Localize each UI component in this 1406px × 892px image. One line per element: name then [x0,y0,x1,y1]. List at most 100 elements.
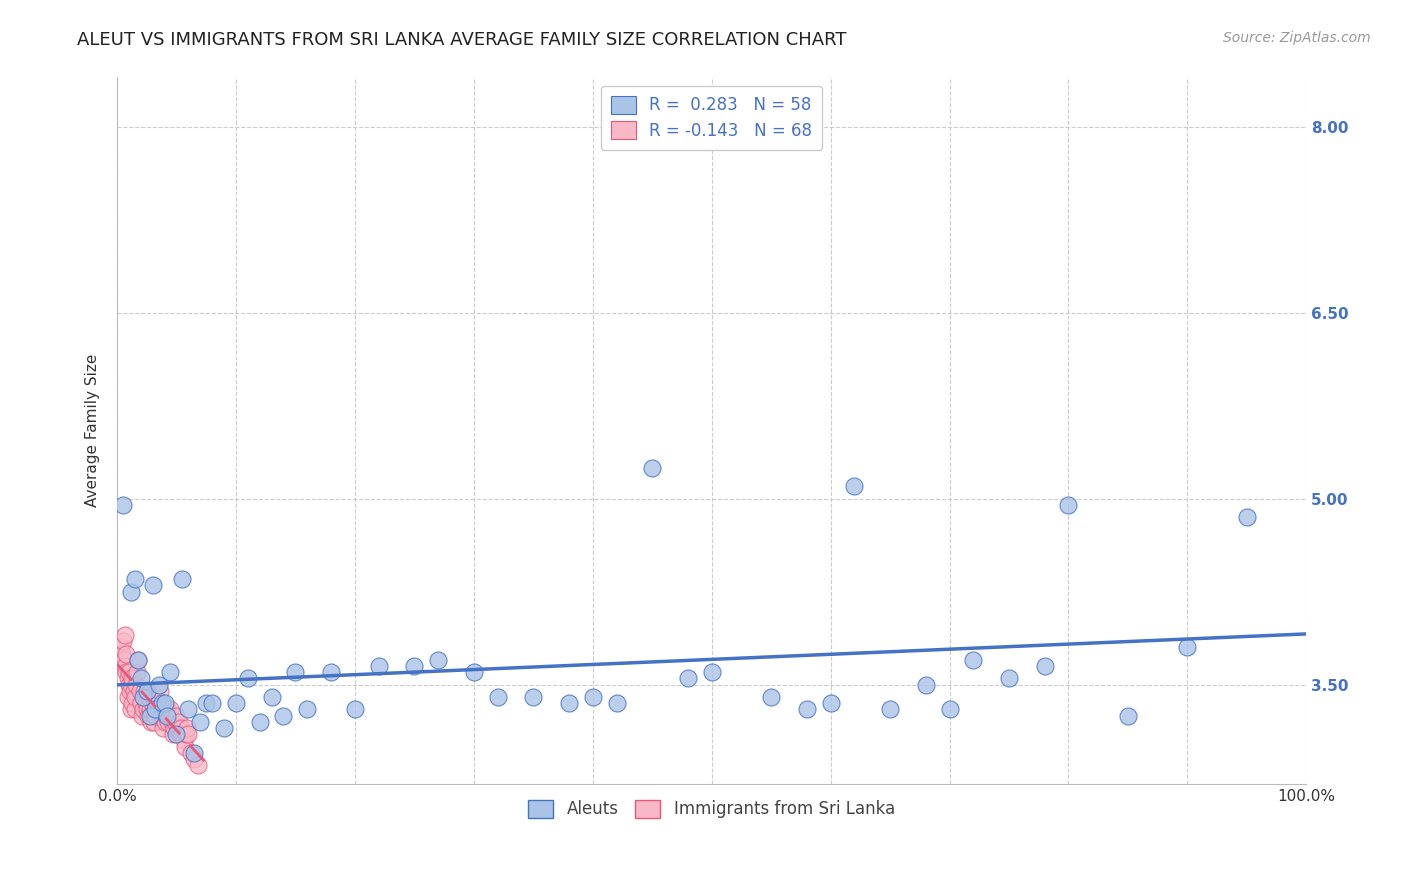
Point [149,702,172,716]
Point [284,665,307,680]
Point [759,690,782,704]
Point [124,702,146,716]
Point [149,683,172,698]
Point [165,714,187,729]
Point [1116,708,1139,723]
Point [156,708,179,723]
Point [820,696,842,710]
Point [172,727,194,741]
Point [117,672,139,686]
Point [114,628,136,642]
Point [273,708,295,723]
Point [165,727,187,741]
Point [121,672,143,686]
Point [163,721,186,735]
Point [132,690,155,704]
Point [142,714,165,729]
Point [143,708,166,723]
Point [879,702,901,716]
Point [183,752,205,766]
Point [319,665,342,680]
Point [367,659,389,673]
Point [160,714,183,729]
Point [145,690,167,704]
Point [112,653,135,667]
Point [124,690,146,704]
Point [111,647,134,661]
Point [174,727,197,741]
Point [169,727,191,741]
Point [131,708,153,723]
Point [155,708,177,723]
Point [159,665,181,680]
Point [605,696,627,710]
Point [136,708,159,723]
Point [148,702,170,716]
Point [118,677,141,691]
Point [135,702,157,716]
Point [212,721,235,735]
Point [998,672,1021,686]
Point [180,746,202,760]
Point [159,702,181,716]
Point [343,702,366,716]
Point [153,696,176,710]
Point [404,659,426,673]
Point [427,653,450,667]
Point [225,696,247,710]
Point [125,677,148,691]
Point [1177,640,1199,655]
Point [796,702,818,716]
Point [120,584,142,599]
Point [157,714,180,729]
Point [135,683,157,698]
Point [146,696,169,710]
Point [165,708,187,723]
Point [118,683,141,698]
Point [142,578,165,592]
Point [176,721,198,735]
Point [1033,659,1056,673]
Point [177,702,200,716]
Point [236,672,259,686]
Point [166,721,188,735]
Point [201,696,224,710]
Point [297,702,319,716]
Point [127,653,149,667]
Point [134,683,156,698]
Point [914,677,936,691]
Point [195,696,218,710]
Point [115,647,138,661]
Point [115,665,138,680]
Point [938,702,960,716]
Point [142,702,165,716]
Point [120,677,142,691]
Point [129,672,152,686]
Point [124,572,146,586]
Point [177,727,200,741]
Point [110,640,132,655]
Point [111,634,134,648]
Point [129,696,152,710]
Point [558,696,581,710]
Point [582,690,605,704]
Point [641,460,664,475]
Point [260,690,283,704]
Point [157,708,180,723]
Point [132,702,155,716]
Point [463,665,485,680]
Point [170,721,193,735]
Point [148,677,170,691]
Point [162,727,184,741]
Point [139,702,162,716]
Point [139,708,162,723]
Point [153,714,176,729]
Point [187,758,209,772]
Point [120,702,142,716]
Point [844,479,866,493]
Point [156,702,179,716]
Point [486,690,509,704]
Point [173,739,195,754]
Point [127,653,149,667]
Point [114,659,136,673]
